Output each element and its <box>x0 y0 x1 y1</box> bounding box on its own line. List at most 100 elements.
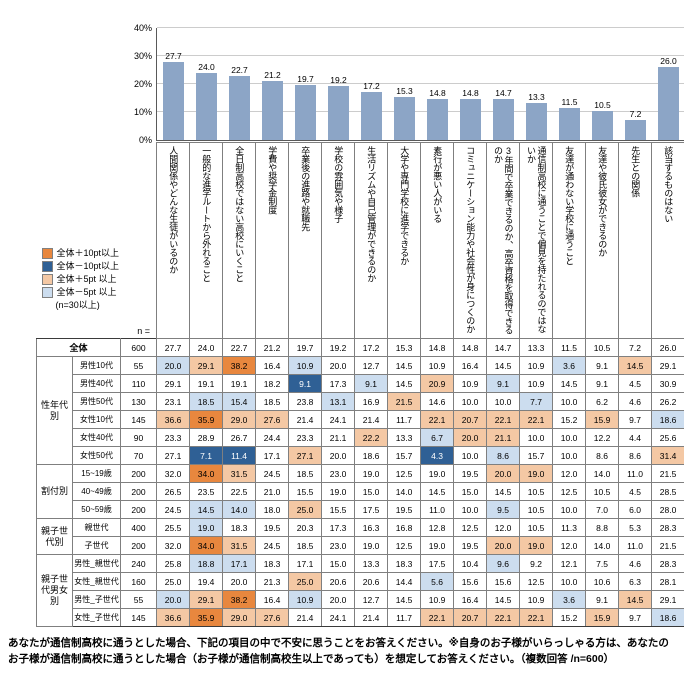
table-row: 子世代 200 32.0 34.0 31.5 24.5 18.5 23.0 19.0 12.5 19… <box>37 536 684 555</box>
data-cell: 30.9 <box>651 374 684 393</box>
data-cell: 19.2 <box>321 338 356 357</box>
data-cell: 10.9 <box>420 590 455 609</box>
bar <box>625 119 646 140</box>
row-label: 女性_子世代 <box>72 608 121 627</box>
data-cell: 29.0 <box>222 608 257 627</box>
data-cell: 24.1 <box>321 410 356 429</box>
data-cell: 16.4 <box>453 356 488 375</box>
data-cell: 20.0 <box>321 356 356 375</box>
data-cell: 19.4 <box>189 572 224 591</box>
row-label: 40~49歳 <box>72 482 121 501</box>
data-cell: 15.2 <box>552 608 587 627</box>
table-row: 40~49歳 200 26.5 23.5 22.5 21.0 15.5 19.0 15.0 14.… <box>37 482 684 501</box>
data-cell: 3.6 <box>552 356 587 375</box>
data-cell: 17.1 <box>255 446 290 465</box>
table-row: 男性50代 130 23.1 18.5 15.4 18.5 23.8 13.1 16.9 21.5… <box>37 392 684 411</box>
data-cell: 24.1 <box>321 608 356 627</box>
bar-value-label: 14.8 <box>462 87 479 98</box>
column-header: 生活リズムや自己管理ができるのか <box>354 142 389 339</box>
data-cell: 26.0 <box>651 338 684 357</box>
data-cell: 34.0 <box>189 464 224 483</box>
table-row: 女性50代 70 27.1 7.1 11.4 17.1 27.1 20.0 18.6 15.7 4.… <box>37 446 684 465</box>
row-label: 女性50代 <box>72 446 121 465</box>
data-cell: 19.0 <box>519 536 554 555</box>
data-cell: 10.5 <box>585 482 620 501</box>
data-cell: 11.5 <box>552 338 587 357</box>
bar <box>295 84 316 140</box>
data-cell: 16.4 <box>255 590 290 609</box>
table-row: 女性40代 90 23.3 28.9 26.7 24.4 23.3 21.1 22.2 13.3 6… <box>37 428 684 447</box>
bar-value-label: 27.7 <box>165 51 182 62</box>
data-cell: 19.0 <box>354 536 389 555</box>
data-cell: 23.3 <box>156 428 191 447</box>
column-header: 一般的な進学ルートから外れること <box>189 142 224 339</box>
column-header: 大学や専門学校に進学できるか <box>387 142 422 339</box>
data-cell: 17.1 <box>288 554 323 573</box>
bar-value-label: 13.3 <box>528 91 545 102</box>
data-cell: 29.1 <box>651 356 684 375</box>
table-row: 割付別 15~19歳 200 32.0 34.0 31.5 24.5 18.5 23.0 19.0… <box>36 464 684 519</box>
data-cell: 4.4 <box>618 428 653 447</box>
data-cell: 18.6 <box>651 410 684 429</box>
table-row: 50~59歳 200 24.5 14.5 14.0 18.0 25.0 15.5 17.5 19.… <box>37 500 684 519</box>
data-cell: 22.1 <box>519 410 554 429</box>
data-cell: 14.5 <box>552 374 587 393</box>
data-cell: 5.3 <box>618 518 653 537</box>
row-label: 女性40代 <box>72 428 121 447</box>
data-cell: 10.0 <box>552 572 587 591</box>
bar <box>229 76 250 140</box>
data-cell: 9.7 <box>618 608 653 627</box>
data-cell: 21.1 <box>321 428 356 447</box>
group-label: 性年代別 <box>36 356 73 465</box>
bar-value-label: 22.7 <box>231 65 248 76</box>
table-row: 親子世代男女別 男性_親世代 240 25.8 18.8 17.1 18.3 17.1 15.0… <box>36 554 684 627</box>
data-cell: 9.1 <box>585 374 620 393</box>
data-cell: 14.8 <box>420 338 455 357</box>
data-cell: 23.3 <box>288 428 323 447</box>
column-header-row: 全体＋10pt以上 全体－10pt以上 全体＋5pt 以上 全体－5pt 以上 (n=3… <box>37 142 684 339</box>
data-cell: 38.2 <box>222 356 257 375</box>
data-cell: 14.5 <box>387 590 422 609</box>
legend-label: 全体－5pt 以上 <box>56 287 117 297</box>
n-value: 600 <box>119 338 158 357</box>
data-cell: 14.0 <box>222 500 257 519</box>
column-header: 該当するものはない <box>651 142 684 339</box>
data-cell: 18.8 <box>189 554 224 573</box>
legend-swatch <box>41 274 53 285</box>
data-cell: 10.0 <box>552 428 587 447</box>
n-value: 160 <box>119 572 158 591</box>
data-cell: 21.1 <box>486 428 521 447</box>
data-cell: 15.0 <box>321 554 356 573</box>
bar <box>526 102 547 140</box>
data-cell: 15.2 <box>552 410 587 429</box>
data-cell: 7.5 <box>585 554 620 573</box>
row-label: 子世代 <box>72 536 121 555</box>
table-row: 親子世代別 親世代 400 25.5 19.0 18.3 19.5 20.3 17.3 16.3 1… <box>36 518 684 555</box>
data-cell: 14.4 <box>387 572 422 591</box>
data-cell: 16.4 <box>453 590 488 609</box>
legend-item: 全体－10pt以上 <box>41 260 119 273</box>
data-cell: 12.8 <box>420 518 455 537</box>
row-label: 男性40代 <box>72 374 121 393</box>
column-header: 通信制高校に通うことで偏見を持たれるのではないか <box>519 142 554 339</box>
data-cell: 11.7 <box>387 608 422 627</box>
data-cell: 10.5 <box>519 518 554 537</box>
column-header: 卒業後の進路や就職先 <box>288 142 323 339</box>
data-cell: 10.9 <box>519 356 554 375</box>
legend-swatch <box>41 287 53 298</box>
data-cell: 28.3 <box>651 554 684 573</box>
data-cell: 10.0 <box>552 500 587 519</box>
n-equals-label: n = <box>137 326 151 336</box>
data-cell: 20.9 <box>420 374 455 393</box>
data-cell: 28.9 <box>189 428 224 447</box>
data-cell: 12.5 <box>387 536 422 555</box>
table-row: 全体 600 27.7 24.0 22.7 21.2 19.7 19.2 17.2 15.3 14.… <box>36 338 684 357</box>
n-value: 240 <box>119 554 158 573</box>
data-cell: 18.6 <box>354 446 389 465</box>
data-cell: 22.7 <box>222 338 257 357</box>
data-cell: 20.0 <box>156 590 191 609</box>
data-cell: 12.7 <box>354 590 389 609</box>
data-cell: 10.9 <box>519 590 554 609</box>
data-cell: 19.0 <box>189 518 224 537</box>
